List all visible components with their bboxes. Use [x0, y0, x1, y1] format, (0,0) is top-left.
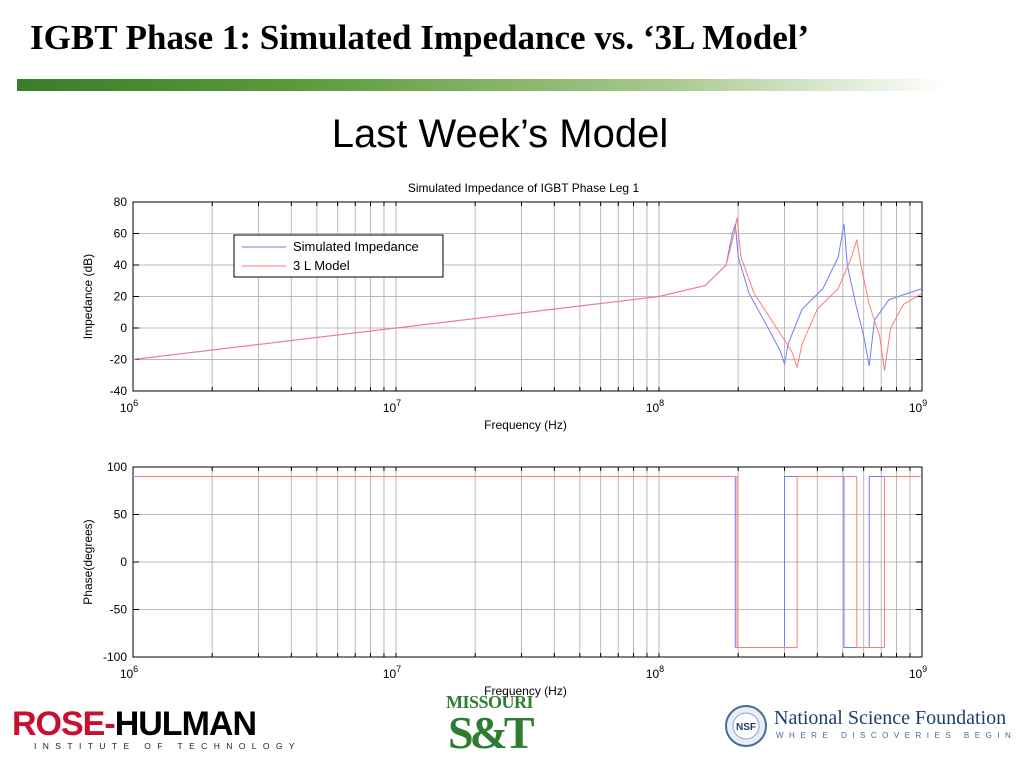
- impedance-x-tick-base: 10: [120, 401, 134, 415]
- impedance-y-axis-label: Impedance (dB): [81, 254, 95, 339]
- impedance-y-tick-label: 80: [114, 195, 128, 209]
- rose-hulman-logo: ROSE-HULMAN INSTITUTE OF TECHNOLOGY: [12, 706, 295, 754]
- phase-x-tick-label: 106: [120, 664, 138, 681]
- phase-x-tick-label: 108: [646, 664, 664, 681]
- phase-axes-frame: [132, 466, 923, 658]
- phase-y-tick-label: 0: [120, 555, 127, 569]
- title-accent-bar: [17, 79, 947, 91]
- impedance-x-tick-exponent: 8: [659, 398, 664, 408]
- missouri-st-logo: MISSOURI S&T: [444, 692, 535, 762]
- impedance-legend-label: 3 L Model: [293, 258, 350, 273]
- impedance-x-axis-label: Frequency (Hz): [484, 418, 567, 432]
- impedance-x-tick-exponent: 7: [396, 398, 401, 408]
- impedance-x-tick-label: 108: [646, 398, 664, 415]
- phase-x-tick-base: 10: [909, 667, 923, 681]
- impedance-y-tick-label: -20: [110, 353, 128, 367]
- phase-x-axis-label: Frequency (Hz): [484, 684, 567, 698]
- slide-subtitle: Last Week’s Model: [331, 112, 669, 156]
- impedance-y-tick-label: 40: [114, 258, 128, 272]
- rose-hulman-tagline: INSTITUTE OF TECHNOLOGY: [34, 741, 301, 751]
- impedance-legend-box: [233, 234, 444, 278]
- rose-hulman-wordmark: ROSE-HULMAN: [12, 705, 257, 743]
- impedance-y-tick-label: 60: [114, 227, 128, 241]
- phase-x-tick-base: 10: [646, 667, 660, 681]
- impedance-x-tick-exponent: 6: [133, 398, 138, 408]
- phase-x-tick-label: 107: [383, 664, 401, 681]
- impedance-x-tick-base: 10: [383, 401, 397, 415]
- impedance-chart-title: Simulated Impedance of IGBT Phase Leg 1: [408, 181, 640, 195]
- phase-x-tick-exponent: 6: [133, 664, 138, 674]
- phase-y-tick-label: -100: [103, 650, 127, 664]
- phase-x-tick-exponent: 8: [659, 664, 664, 674]
- rose-hulman-wordmark-rose: ROSE-: [12, 705, 116, 743]
- phase-x-tick-base: 10: [383, 667, 397, 681]
- impedance-y-tick-label: 0: [120, 321, 127, 335]
- phase-y-axis-label: Phase(degrees): [81, 519, 95, 604]
- impedance-y-tick-label: -40: [110, 384, 128, 398]
- impedance-axes-frame: [132, 201, 923, 392]
- nsf-seal-text: NSF: [736, 722, 756, 733]
- rose-hulman-wordmark-hulman: HULMAN: [114, 705, 257, 743]
- impedance-series-3l-model: [132, 217, 923, 371]
- impedance-x-tick-base: 10: [646, 401, 660, 415]
- st-wordmark: S&T: [448, 707, 535, 758]
- impedance-x-tick-label: 106: [120, 398, 138, 415]
- impedance-legend-label: Simulated Impedance: [293, 239, 419, 254]
- nsf-logo: NSF National Science Foundation WHERE DI…: [712, 694, 1012, 760]
- phase-x-tick-base: 10: [120, 667, 134, 681]
- impedance-x-tick-label: 109: [909, 398, 927, 415]
- phase-y-tick-label: -50: [110, 603, 128, 617]
- phase-y-tick-label: 50: [114, 508, 128, 522]
- phase-x-tick-exponent: 9: [922, 664, 927, 674]
- phase-series-3l-model: [133, 476, 922, 648]
- slide-title: IGBT Phase 1: Simulated Impedance vs. ‘3…: [30, 18, 810, 57]
- impedance-y-tick-label: 20: [114, 290, 128, 304]
- nsf-tagline: WHERE DISCOVERIES BEGIN: [776, 731, 1017, 740]
- nsf-seal-icon: NSF: [725, 705, 767, 747]
- phase-x-tick-exponent: 7: [396, 664, 401, 674]
- impedance-x-tick-base: 10: [909, 401, 923, 415]
- impedance-x-tick-label: 107: [383, 398, 401, 415]
- nsf-name: National Science Foundation: [774, 707, 1007, 729]
- phase-y-tick-label: 100: [107, 460, 127, 474]
- phase-x-tick-label: 109: [909, 664, 927, 681]
- impedance-x-tick-exponent: 9: [922, 398, 927, 408]
- missouri-wordmark: MISSOURI: [446, 692, 534, 712]
